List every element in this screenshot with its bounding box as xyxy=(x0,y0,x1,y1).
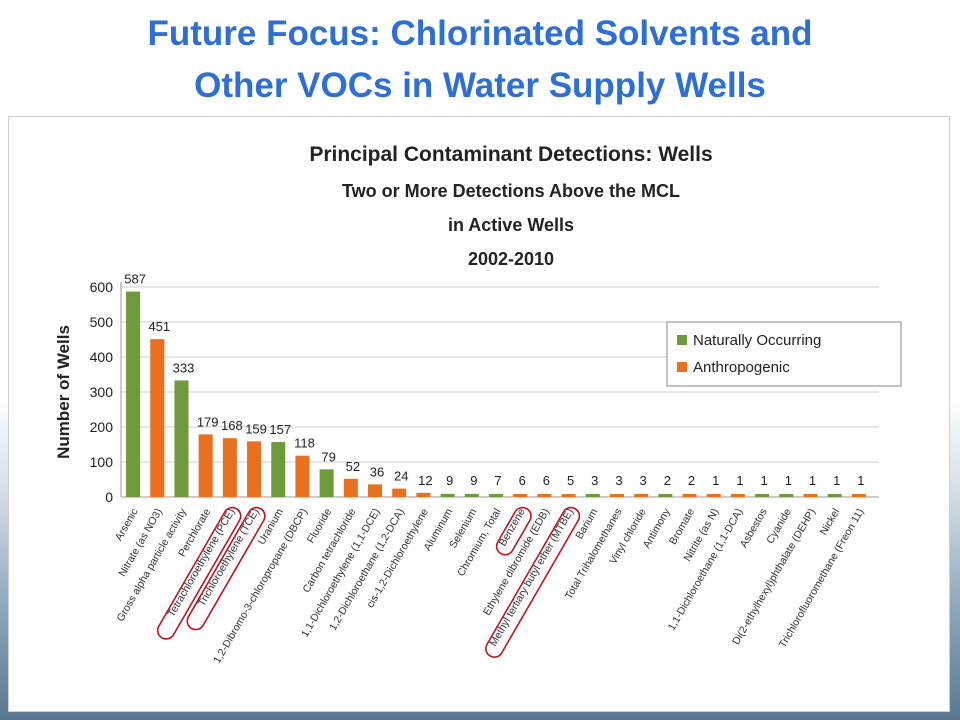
legend-label-naturally-occurring: Naturally Occurring xyxy=(693,332,821,349)
bar-bromate xyxy=(682,494,697,497)
chart-subtitle-line-3: 2002-2010 xyxy=(468,249,554,269)
highlight-ring-benzene xyxy=(495,506,532,556)
value-label-trichlorofluoromethane-freon-11: 1 xyxy=(857,473,864,488)
value-label-arsenic: 587 xyxy=(124,272,146,287)
value-label-ethylene-dibromide-edb: 6 xyxy=(543,473,550,488)
bar-barium xyxy=(585,494,600,497)
chart-subtitle-line-2: in Active Wells xyxy=(448,215,574,235)
bar-selenium xyxy=(464,493,479,497)
bar-1-2-dichloroethane-1-2-dca xyxy=(392,488,407,497)
value-label-aluminum: 9 xyxy=(446,473,453,488)
value-label-gross-alpha-particle-activity: 333 xyxy=(173,360,195,375)
bar-fluoride xyxy=(319,469,334,497)
value-label-chromium-total: 7 xyxy=(494,473,501,488)
bar-aluminum xyxy=(440,493,455,497)
value-label-1-1-dichloroethylene-1-1-dce: 36 xyxy=(370,464,384,479)
y-tick-label-500: 500 xyxy=(90,314,114,330)
value-label-selenium: 9 xyxy=(470,473,477,488)
bar-vinyl-chloride xyxy=(634,494,649,497)
bar-antimony xyxy=(658,494,673,497)
value-label-vinyl-chloride: 3 xyxy=(640,473,647,488)
value-label-nitrite-as-n: 1 xyxy=(712,473,719,488)
value-label-tetrachloroethylene-pce: 168 xyxy=(221,418,243,433)
value-label-bromate: 2 xyxy=(688,473,695,488)
bar-cyanide xyxy=(779,494,794,497)
chart-title: Principal Contaminant Detections: Wells xyxy=(309,143,712,166)
bar-chromium-total xyxy=(488,494,504,497)
value-label-carbon-tetrachloride: 52 xyxy=(346,459,360,474)
value-label-cyanide: 1 xyxy=(785,473,792,488)
bar-carbon-tetrachloride xyxy=(343,478,358,497)
value-label-total-trihalomethanes: 3 xyxy=(615,473,622,488)
bar-di-2-ethylhexyl-phthalate-dehp xyxy=(803,494,818,497)
highlight-ring-trichloroethylene-tce xyxy=(186,506,266,631)
highlight-ring-tetrachloroethylene-pce xyxy=(156,506,242,640)
bar-tetrachloroethylene-pce xyxy=(222,438,237,497)
bar-methyl-tertiary-butyl-ether-mtbe xyxy=(561,494,576,497)
value-label-1-2-dibromo-3-chloropropane-dbcp: 118 xyxy=(294,436,315,451)
bars xyxy=(126,291,866,497)
highlight-rings xyxy=(156,506,581,658)
legend-swatch-anthropogenic xyxy=(677,362,687,372)
value-label-asbestos: 1 xyxy=(761,473,768,488)
bar-asbestos xyxy=(755,494,770,497)
chart-subtitle-line-1: Two or More Detections Above the MCL xyxy=(342,181,680,201)
y-axis-title: Number of Wells xyxy=(54,325,73,459)
bar-1-2-dibromo-3-chloropropane-dbcp xyxy=(295,455,310,497)
x-tick-label-nickel: Nickel xyxy=(818,507,843,538)
y-tick-label-200: 200 xyxy=(90,419,114,435)
bar-nitrite-as-n xyxy=(706,494,721,497)
chart-title-block: Principal Contaminant Detections: Wells … xyxy=(309,143,712,269)
legend-swatch-naturally-occurring xyxy=(677,335,687,345)
y-tick-labels: 0 100 200 300 400 500 600 xyxy=(90,279,114,505)
slide-title: Future Focus: Chlorinated Solvents and O… xyxy=(0,8,960,112)
bar-gross-alpha-particle-activity xyxy=(174,380,189,497)
bar-1-1-dichloroethylene-1-1-dce xyxy=(368,484,383,497)
bar-arsenic xyxy=(126,291,141,497)
bar-uranium xyxy=(271,442,286,497)
value-label-1-2-dichloroethane-1-2-dca: 24 xyxy=(394,469,408,484)
value-label-1-1-dichloroethane-1-1-dca: 1 xyxy=(736,473,743,488)
value-label-nickel: 1 xyxy=(833,473,840,488)
bar-chart: Principal Contaminant Detections: Wells … xyxy=(54,143,902,666)
value-label-benzene: 6 xyxy=(519,473,526,488)
legend-box xyxy=(666,321,902,387)
value-label-trichloroethylene-tce: 159 xyxy=(245,421,267,436)
value-label-antimony: 2 xyxy=(664,473,671,488)
legend-label-anthropogenic: Anthropogenic xyxy=(693,359,790,376)
slide-title-line-2: Other VOCs in Water Supply Wells xyxy=(194,66,766,105)
bar-1-1-dichloroethane-1-1-dca xyxy=(730,494,745,497)
bar-trichloroethylene-tce xyxy=(247,441,262,497)
bar-nitrate-as-no3 xyxy=(150,339,165,497)
value-label-methyl-tertiary-butyl-ether-mtbe: 5 xyxy=(567,473,574,488)
y-tick-label-400: 400 xyxy=(90,349,114,365)
bar-trichlorofluoromethane-freon-11 xyxy=(851,494,866,497)
y-tick-label-600: 600 xyxy=(90,279,114,295)
y-tick-label-0: 0 xyxy=(105,489,113,505)
slide-title-line-1: Future Focus: Chlorinated Solvents and xyxy=(147,14,813,53)
value-label-di-2-ethylhexyl-phthalate-dehp: 1 xyxy=(809,473,816,488)
value-label-perchlorate: 179 xyxy=(197,414,219,429)
value-label-uranium: 157 xyxy=(269,422,291,437)
highlight-ring-methyl-tertiary-butyl-ether-mtbe xyxy=(485,506,581,658)
chart-frame: Principal Contaminant Detections: Wells … xyxy=(8,116,950,712)
value-label-nitrate-as-no3: 451 xyxy=(148,319,170,334)
value-label-fluoride: 79 xyxy=(321,449,335,464)
bar-nickel xyxy=(827,494,842,497)
value-label-barium: 3 xyxy=(591,473,598,488)
y-tick-label-100: 100 xyxy=(90,454,114,470)
legend: Naturally Occurring Anthropogenic xyxy=(666,321,902,387)
bar-ethylene-dibromide-edb xyxy=(537,494,552,497)
value-label-cis-1-2-dichloroethylene: 12 xyxy=(418,473,432,488)
bar-benzene xyxy=(513,494,528,497)
y-tick-label-300: 300 xyxy=(90,384,114,400)
bar-cis-1-2-dichloroethylene xyxy=(416,492,431,497)
bar-total-trihalomethanes xyxy=(609,494,624,497)
bar-perchlorate xyxy=(198,434,213,497)
